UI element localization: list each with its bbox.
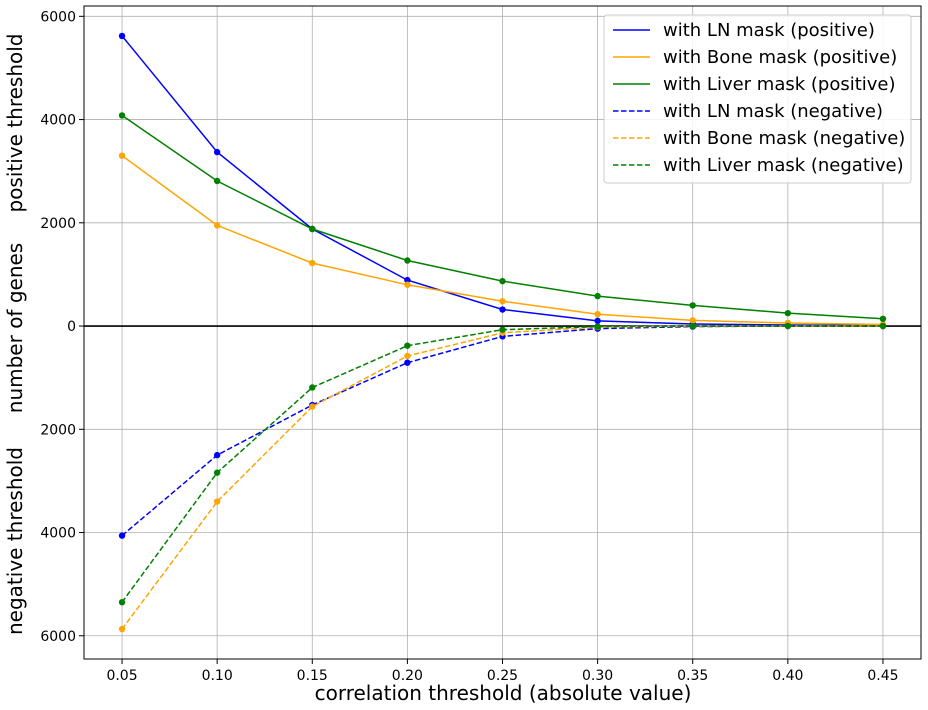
x-axis-ticks: 0.05 0.10 0.15 0.20 0.25 0.30 0.35 0.40 0.45 [106, 659, 899, 684]
x-tick-label: 0.05 [106, 668, 137, 684]
legend-label: with LN mask (negative) [663, 101, 883, 122]
data-point [404, 342, 411, 349]
x-tick-label: 0.10 [202, 668, 233, 684]
legend-label: with Bone mask (positive) [663, 47, 897, 68]
data-point [499, 298, 506, 305]
data-point [689, 302, 696, 309]
y-tick-label: 6000 [40, 9, 76, 25]
data-point [879, 322, 887, 330]
data-point [213, 498, 221, 505]
y-tick-label: 6000 [40, 629, 76, 645]
data-point [404, 276, 411, 284]
y-tick-label: 4000 [40, 526, 76, 542]
x-tick-label: 0.25 [487, 668, 518, 684]
y-tick-label: 0 [67, 319, 76, 335]
data-point [118, 112, 126, 119]
x-tick-label: 0.15 [297, 668, 328, 684]
data-point [118, 532, 126, 539]
data-point [118, 32, 126, 40]
data-point [594, 292, 601, 300]
data-point [404, 281, 411, 288]
x-tick-label: 0.40 [772, 668, 803, 684]
data-point [213, 469, 221, 476]
data-point [309, 403, 316, 410]
legend: with LN mask (positive) with Bone mask (p… [603, 14, 912, 184]
x-tick-label: 0.35 [677, 668, 708, 684]
legend-box [603, 14, 912, 184]
data-point [499, 277, 506, 285]
data-point [213, 148, 221, 156]
legend-label: with Liver mask (negative) [663, 155, 904, 176]
x-tick-label: 0.30 [582, 668, 613, 684]
data-point [309, 225, 316, 233]
data-point [594, 310, 601, 318]
x-tick-label: 0.45 [867, 668, 898, 684]
series-layer [118, 32, 887, 633]
data-point [404, 352, 411, 360]
data-point [118, 599, 126, 606]
data-point [404, 257, 411, 264]
data-point [404, 359, 411, 366]
data-point [594, 317, 601, 325]
y-axis-title-bottom: negative threshold [3, 447, 27, 635]
data-point [499, 326, 506, 333]
y-tick-label: 2000 [40, 422, 76, 438]
data-point [309, 384, 316, 391]
y-axis-title-top: positive threshold [3, 34, 27, 213]
data-point [118, 152, 126, 159]
data-point [213, 177, 221, 185]
data-point [689, 322, 696, 330]
data-point [309, 259, 316, 267]
data-point [784, 309, 792, 317]
data-point [689, 317, 696, 324]
data-point [499, 306, 506, 313]
data-point [118, 625, 126, 633]
y-tick-label: 4000 [40, 113, 76, 129]
y-tick-label: 2000 [40, 216, 76, 232]
y-axis-title-middle: number of genes [3, 243, 27, 413]
data-point [594, 323, 601, 330]
data-point [879, 315, 887, 323]
legend-label: with LN mask (positive) [663, 20, 875, 41]
legend-label: with Liver mask (positive) [663, 74, 896, 95]
data-point [784, 322, 792, 330]
y-axis-ticks: 6000 4000 2000 0 2000 4000 6000 [40, 9, 84, 645]
data-point [213, 222, 221, 229]
legend-label: with Bone mask (negative) [663, 128, 905, 149]
x-tick-label: 0.20 [392, 668, 423, 684]
data-point [213, 451, 221, 459]
x-axis-title: correlation threshold (absolute value) [315, 681, 692, 705]
